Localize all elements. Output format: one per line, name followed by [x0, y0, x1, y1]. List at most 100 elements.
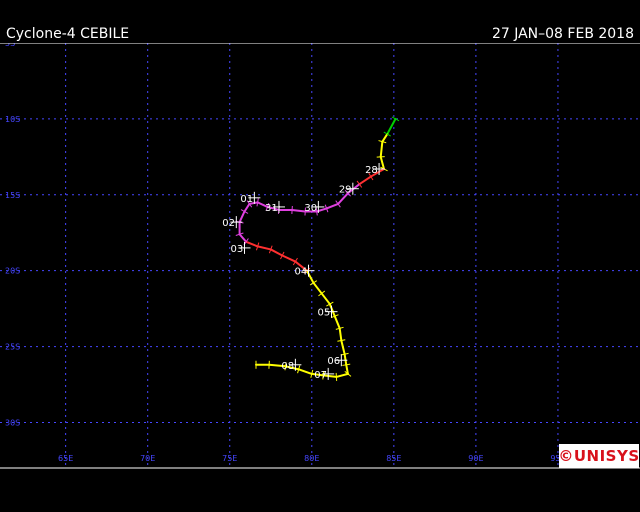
track-position-tick — [297, 365, 301, 374]
track-segment — [322, 374, 338, 378]
lat-tick-label: 10S — [5, 115, 20, 124]
track-position-tick — [342, 363, 351, 366]
track-segment — [243, 202, 251, 213]
lat-tick-label: 20S — [5, 267, 20, 276]
track-segment — [297, 368, 313, 375]
lat-tick-label: 15S — [5, 191, 20, 200]
cyclone-track — [238, 117, 397, 378]
day-label: 06 — [327, 356, 340, 367]
track-segment — [328, 303, 336, 318]
track-position-tick — [356, 180, 363, 188]
lon-tick-label: 85E — [386, 454, 401, 463]
track-segment — [379, 155, 385, 170]
track-position-tick — [368, 172, 374, 181]
track-position-tick — [378, 140, 387, 144]
day-label: 05 — [317, 308, 330, 319]
track-segment — [335, 372, 349, 378]
track-position-tick — [292, 257, 298, 266]
track-segment — [238, 233, 248, 243]
track-position-tick — [255, 242, 260, 251]
track-position-tick — [240, 209, 249, 214]
track-position-tick — [268, 245, 273, 254]
day-label: 07 — [314, 370, 327, 381]
track-position-tick — [344, 189, 351, 197]
track-segment — [379, 140, 384, 158]
track-position-tick — [383, 131, 391, 137]
track-position-tick — [315, 207, 318, 216]
unisys-logo: ©UNISYS — [558, 444, 640, 468]
day-label: 03 — [231, 244, 244, 255]
track-segment — [269, 248, 284, 257]
track-segment — [312, 281, 323, 295]
track-position-tick — [335, 326, 344, 330]
track-position-markers — [235, 116, 400, 381]
track-segment — [268, 363, 287, 368]
track-segment — [338, 327, 343, 342]
track-segment — [281, 254, 297, 263]
storm-title: Cyclone-4 CEBILE — [6, 26, 130, 42]
track-segment — [340, 339, 346, 356]
track-segment — [343, 353, 348, 366]
track-position-tick — [391, 116, 400, 122]
track-position-tick — [246, 200, 253, 208]
day-label: 28 — [365, 165, 378, 176]
track-position-tick — [340, 352, 349, 356]
lon-tick-label: 70E — [140, 454, 155, 463]
lon-tick-label: 75E — [222, 454, 237, 463]
lon-tick-label: 95E — [550, 454, 565, 463]
track-segment — [238, 210, 246, 224]
track-segment — [266, 205, 280, 211]
track-position-tick — [330, 314, 339, 319]
lon-tick-label: 90E — [468, 454, 483, 463]
track-segment — [386, 117, 397, 136]
track-position-tick — [318, 290, 326, 297]
day-label: 31 — [265, 203, 278, 214]
track-position-tick — [309, 280, 318, 286]
track-position-tick — [235, 232, 244, 236]
track-segment — [333, 315, 341, 330]
track-segment — [305, 269, 315, 284]
track-segment — [325, 202, 340, 210]
track-segment — [358, 175, 372, 186]
track-position-tick — [280, 251, 285, 260]
track-segment — [381, 133, 389, 143]
day-label: 02 — [222, 218, 235, 229]
track-segment — [369, 167, 385, 178]
track-position-tick — [310, 369, 314, 378]
track-segment — [256, 201, 269, 208]
track-segment — [256, 245, 272, 251]
track-position-tick — [335, 200, 341, 208]
day-label: 01 — [240, 194, 253, 205]
track-segment — [310, 372, 325, 377]
day-label: 30 — [304, 203, 317, 214]
track-position-tick — [284, 362, 287, 371]
axis-labels: 65E70E75E80E85E90E95E5S10S15S20S25S30S — [5, 39, 566, 463]
track-position-tick — [326, 301, 334, 307]
track-position-tick — [265, 202, 270, 211]
track-segment — [294, 260, 308, 272]
track-segment — [345, 363, 349, 375]
track-segment — [291, 208, 307, 213]
day-label: 04 — [295, 267, 308, 278]
lon-tick-label: 65E — [58, 454, 73, 463]
day-label: 29 — [339, 185, 352, 196]
track-position-tick — [322, 371, 325, 380]
date-range: 27 JAN–08 FEB 2018 — [491, 26, 634, 42]
lat-tick-label: 30S — [5, 418, 20, 427]
lon-tick-label: 80E — [304, 454, 319, 463]
track-segment — [337, 192, 349, 205]
header: Cyclone-4 CEBILE 27 JAN–08 FEB 2018 — [0, 0, 640, 43]
track-segment — [320, 292, 331, 306]
track-position-tick — [256, 198, 259, 207]
track-position-tick — [344, 370, 352, 377]
logo-text: ©UNISYS — [558, 447, 640, 465]
map-background — [0, 43, 640, 468]
track-segment — [284, 365, 300, 371]
track-position-tick — [337, 339, 346, 342]
track-segment — [245, 240, 259, 248]
lat-tick-label: 25S — [5, 343, 20, 352]
track-segment — [248, 201, 259, 205]
day-label: 08 — [281, 361, 294, 372]
